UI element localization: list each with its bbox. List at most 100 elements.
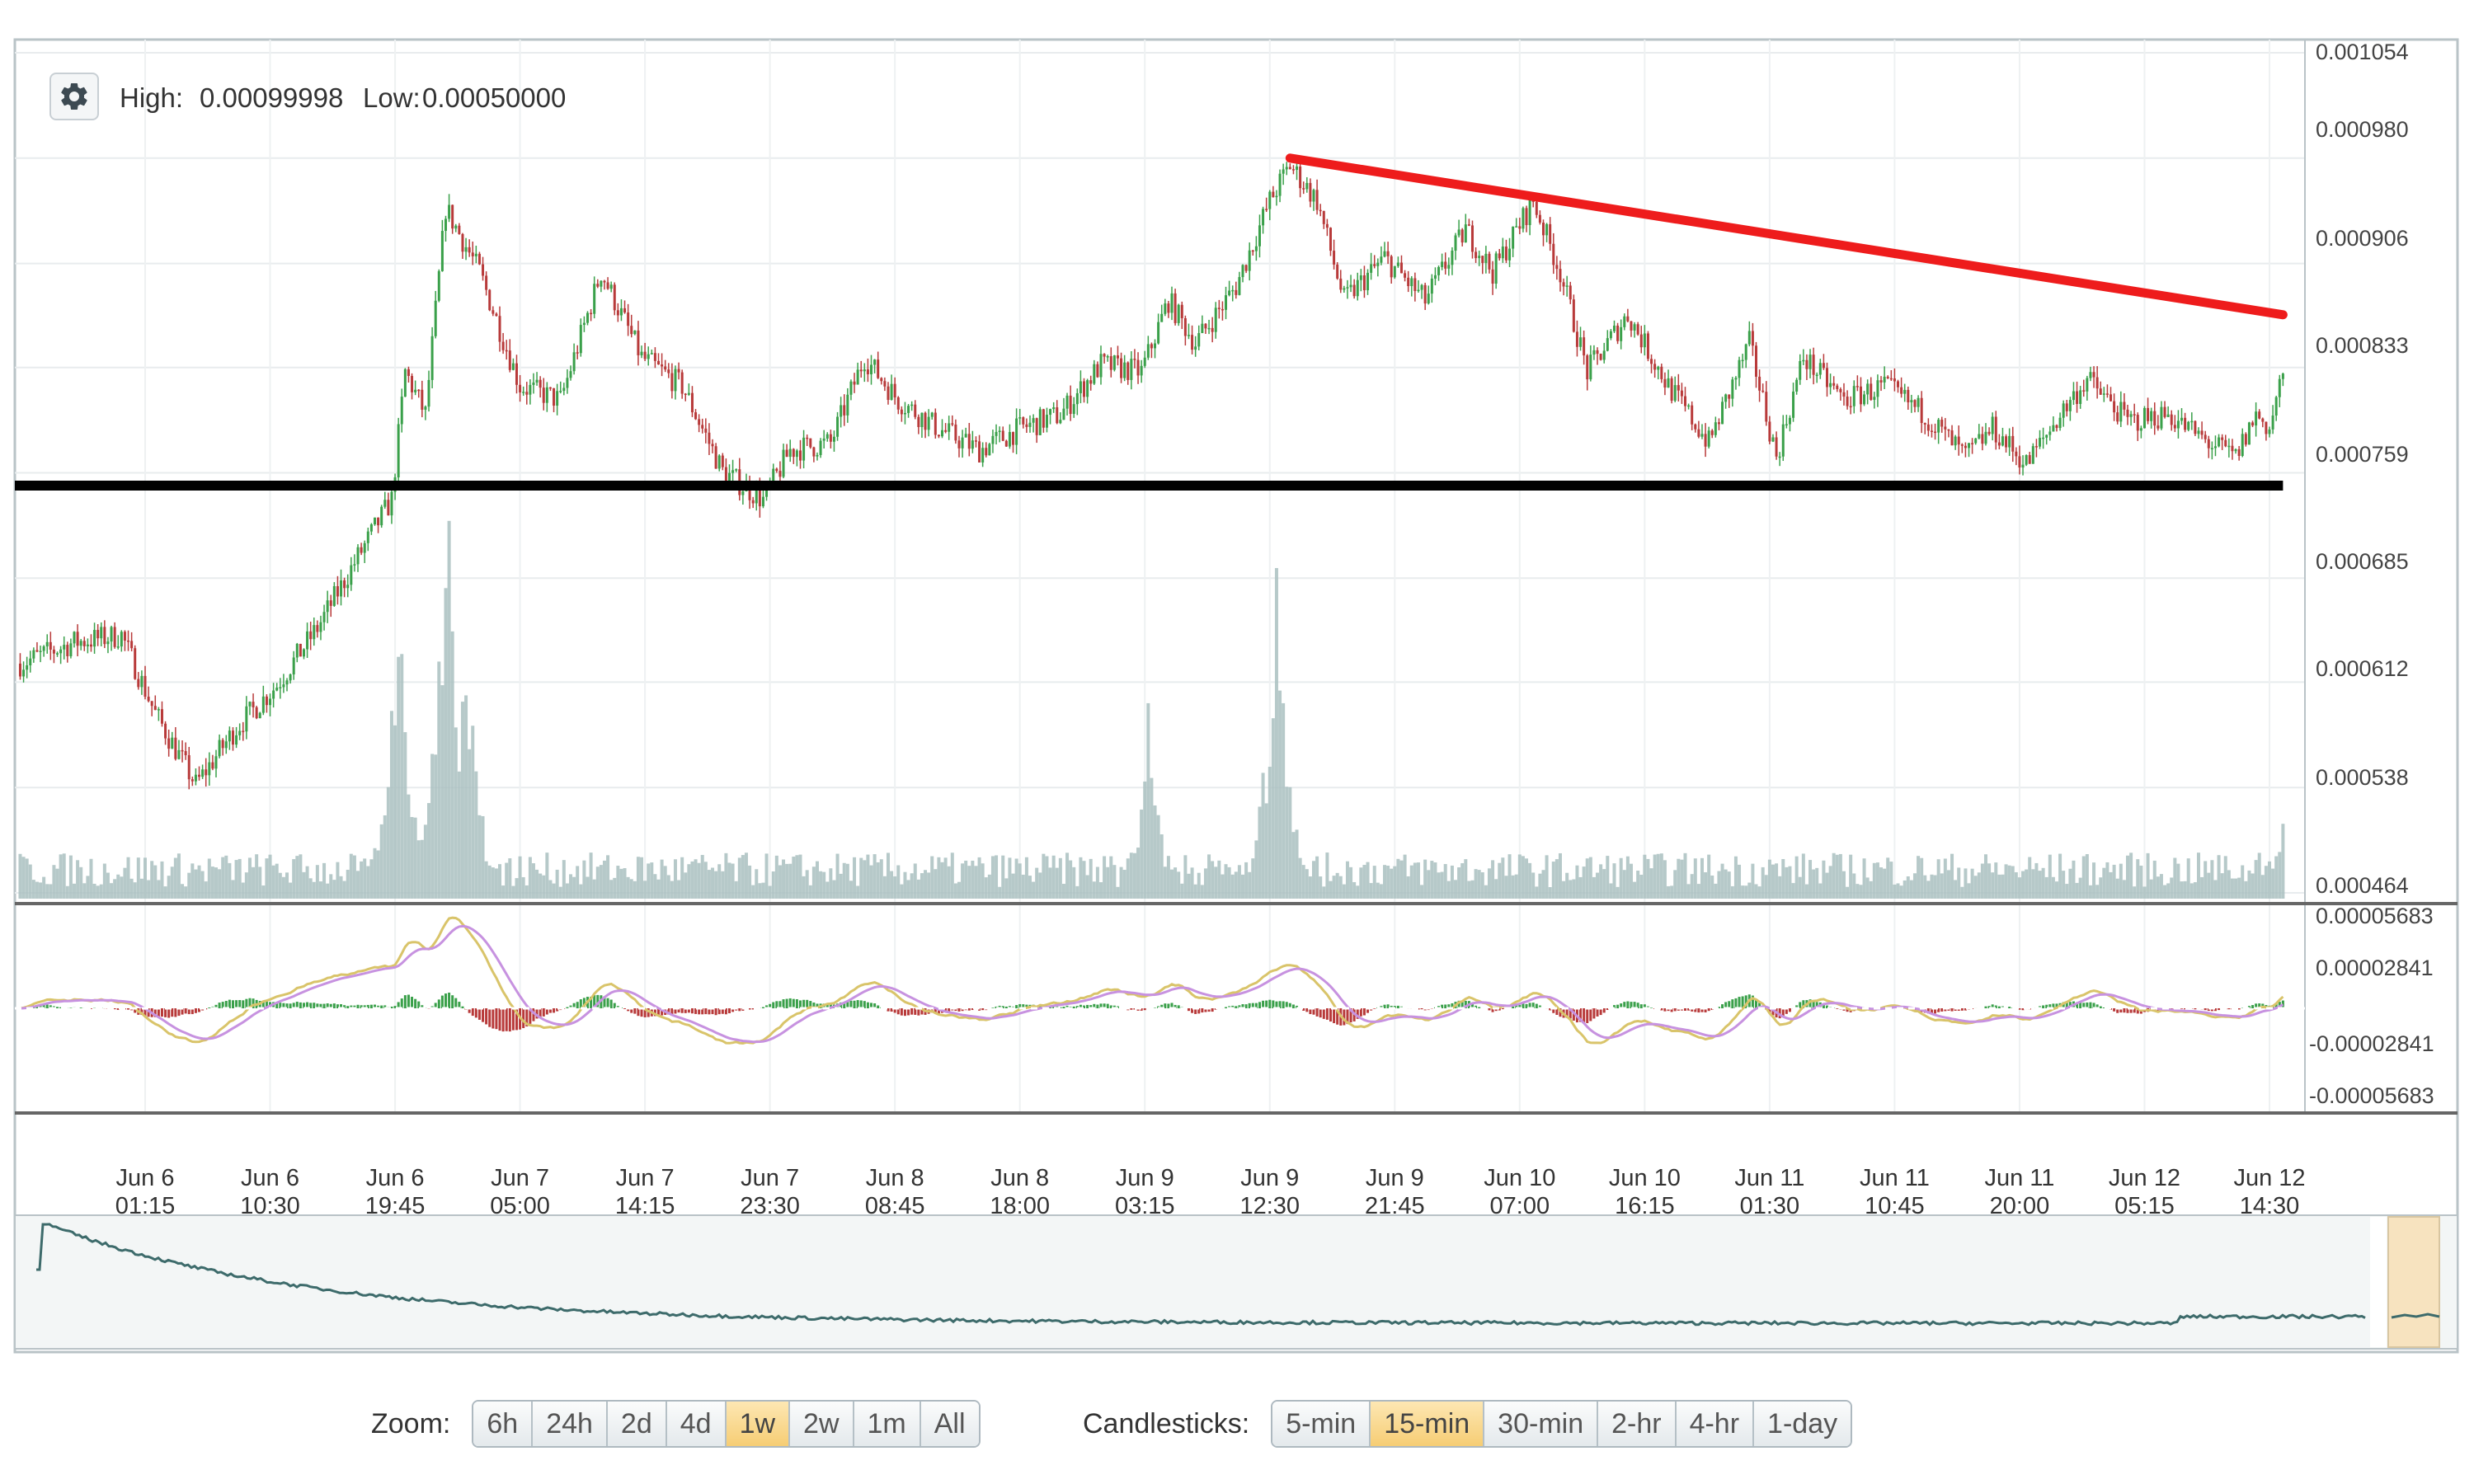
candles-button-2-hr[interactable]: 2-hr [1598, 1402, 1677, 1446]
candle-body [1657, 366, 1660, 370]
volume-bar [318, 881, 322, 899]
candle-body [2244, 434, 2247, 445]
volume-bar [1474, 869, 1478, 899]
volume-bar [1798, 876, 1802, 899]
volume-bar [197, 865, 201, 899]
macd-histogram-bar [981, 1008, 985, 1011]
volume-bar [1207, 854, 1211, 899]
zoom-button-2d[interactable]: 2d [607, 1402, 667, 1446]
candles-button-1-day[interactable]: 1-day [1754, 1402, 1851, 1446]
navigator-selection[interactable] [2387, 1216, 2440, 1348]
volume-bar [2210, 860, 2214, 899]
macd-histogram-bar [596, 994, 600, 1008]
zoom-button-24h[interactable]: 24h [533, 1402, 608, 1446]
candle-body [110, 627, 113, 642]
candle-body [1569, 285, 1572, 300]
volume-bar [859, 857, 863, 899]
candle-body [619, 308, 623, 316]
candle-body [316, 625, 319, 632]
candle-body [853, 381, 856, 385]
volume-bar [356, 871, 360, 899]
zoom-button-1w[interactable]: 1w [726, 1402, 791, 1446]
macd-histogram-bar [1836, 1008, 1839, 1009]
macd-histogram-bar [1420, 1008, 1423, 1010]
candle-body [863, 369, 866, 372]
macd-histogram-bar [434, 1003, 437, 1008]
candle-body [2089, 372, 2092, 378]
macd-histogram-bar [366, 1004, 369, 1008]
macd-histogram-bar [1133, 1008, 1136, 1010]
price-tick: 0.000980 [2316, 117, 2409, 142]
candle-body [758, 488, 761, 507]
volume-bar [700, 854, 704, 899]
volume-bar [268, 854, 272, 899]
candle-body [1336, 264, 1339, 279]
macd-histogram-bar [1691, 1008, 1694, 1012]
macd-tick: -0.00002841 [2309, 1031, 2434, 1056]
candle-body [1926, 424, 1930, 431]
candle-body [52, 649, 55, 654]
volume-bar [2220, 873, 2224, 899]
volume-bar [717, 864, 722, 899]
volume-bar [1480, 872, 1484, 899]
volume-bar [920, 873, 924, 899]
volume-bar [133, 882, 137, 899]
candles-button-15-min[interactable]: 15-min [1371, 1402, 1485, 1446]
candle-body [2210, 448, 2213, 449]
candle-body [1228, 290, 1231, 296]
volume-bar [1822, 860, 1826, 899]
volume-bar [1646, 858, 1650, 899]
zoom-button-2w[interactable]: 2w [790, 1402, 854, 1446]
candle-body [181, 749, 184, 752]
macd-histogram-bar [1343, 1008, 1346, 1026]
candle-body [1025, 424, 1028, 427]
volume-bar [1562, 881, 1566, 899]
volume-bar [521, 876, 525, 899]
macd-histogram-bar [238, 1000, 242, 1008]
volume-bar [1875, 862, 1879, 899]
macd-histogram-bar [1197, 1008, 1201, 1014]
navigator-series [36, 1223, 2440, 1327]
volume-bar [660, 859, 664, 899]
volume-bar [2133, 886, 2137, 899]
candles-button-4-hr[interactable]: 4-hr [1676, 1402, 1755, 1446]
candles-button-30-min[interactable]: 30-min [1484, 1402, 1599, 1446]
volume-bar [1308, 876, 1312, 899]
volume-bar [28, 864, 32, 899]
zoom-button-all[interactable]: All [920, 1402, 979, 1446]
macd-histogram-bar [485, 1008, 488, 1025]
volume-bar [1140, 809, 1144, 899]
candle-body [1677, 385, 1680, 391]
macd-histogram-bar [724, 1008, 727, 1015]
candle-body [907, 406, 910, 413]
volume-bar [734, 881, 738, 899]
volume-bar [194, 869, 198, 899]
candle-body [1099, 354, 1103, 378]
candle-body [1734, 378, 1738, 380]
candle-body [2278, 378, 2281, 397]
candle-body [569, 371, 572, 378]
candle-body [461, 233, 464, 252]
time-tick-day: Jun 11 [1734, 1165, 1804, 1191]
volume-bar [1950, 853, 1954, 899]
candle-body [1575, 331, 1578, 347]
zoom-button-6h[interactable]: 6h [473, 1402, 534, 1446]
candle-body [836, 416, 840, 437]
candle-body [1035, 418, 1038, 435]
settings-button[interactable] [49, 73, 99, 120]
volume-bar [1416, 862, 1420, 899]
zoom-button-1m[interactable]: 1m [854, 1402, 921, 1446]
volume-bar [1869, 881, 1873, 899]
candle-body [39, 650, 42, 653]
volume-bar [1203, 868, 1207, 899]
candle-body [2176, 420, 2180, 429]
volume-bar [106, 872, 110, 899]
macd-histogram-bar [998, 1005, 1001, 1008]
candles-button-5-min[interactable]: 5-min [1272, 1402, 1371, 1446]
macd-histogram-bar [1322, 1008, 1325, 1019]
zoom-button-4d[interactable]: 4d [666, 1402, 727, 1446]
macd-histogram-bar [1018, 1003, 1022, 1008]
macd-histogram-bar [2136, 1008, 2139, 1014]
macd-histogram-bar [961, 1008, 964, 1012]
